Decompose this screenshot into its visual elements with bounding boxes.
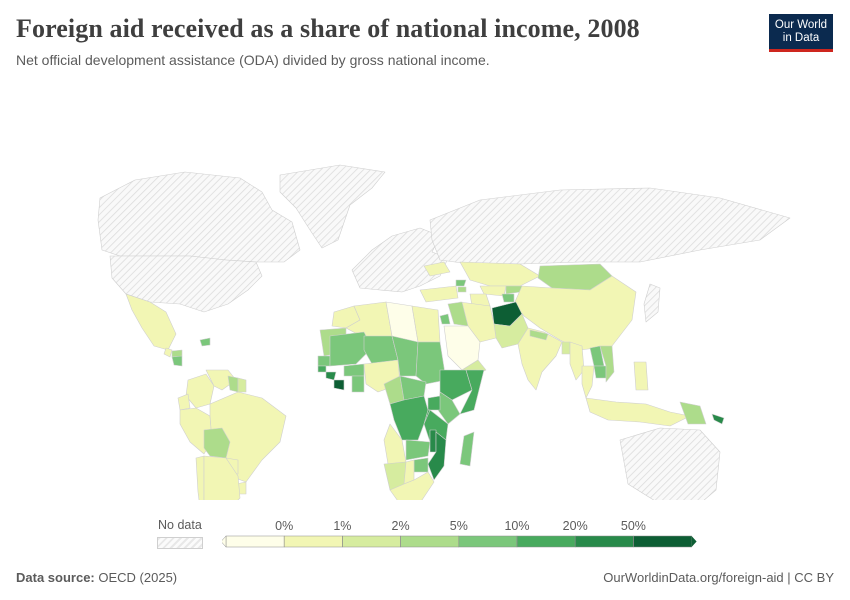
country-philippines[interactable] — [633, 361, 649, 391]
country-malawi[interactable] — [429, 429, 437, 453]
country-sudan[interactable] — [415, 341, 447, 385]
country-guinea-bissau[interactable] — [317, 365, 327, 373]
country-mozambique[interactable] — [427, 431, 447, 481]
country-india[interactable] — [517, 327, 563, 391]
legend-bin-0[interactable] — [225, 535, 285, 548]
color-legend: 0% 1% 2% 5% 10% 20% 50% — [222, 519, 697, 548]
country-canada[interactable] — [97, 171, 301, 263]
legend-bin-1[interactable] — [283, 535, 343, 548]
legend-bin-6[interactable] — [574, 535, 634, 548]
legend-no-data-swatch — [157, 537, 203, 549]
country-mali[interactable] — [329, 331, 373, 367]
country-kazakhstan[interactable] — [459, 261, 541, 287]
legend-bin-7[interactable] — [633, 535, 692, 548]
country-cambodia[interactable] — [593, 365, 607, 379]
country-nicaragua[interactable] — [171, 355, 183, 367]
country-vietnam[interactable] — [599, 345, 615, 383]
legend-tick-label: 2% — [392, 519, 410, 533]
data-source-value: OECD (2025) — [98, 570, 178, 585]
world-map[interactable] — [0, 80, 850, 500]
legend-bin-3[interactable] — [400, 535, 460, 548]
country-senegal[interactable] — [317, 355, 331, 367]
logo-line-2: in Data — [782, 32, 820, 44]
country-bangladesh[interactable] — [561, 341, 571, 355]
country-tajikistan[interactable] — [501, 293, 515, 303]
country-ghana[interactable] — [351, 375, 365, 393]
country-ethiopia[interactable] — [439, 369, 473, 401]
country-guatemala[interactable] — [163, 347, 173, 358]
country-somalia[interactable] — [459, 369, 485, 415]
country-indonesia[interactable] — [585, 397, 691, 427]
legend-tick-label: 0% — [275, 519, 293, 533]
legend-arrow-right — [691, 536, 697, 547]
country-thailand[interactable] — [581, 365, 595, 399]
country-jordan[interactable] — [439, 313, 451, 325]
legend-tick-label: 10% — [504, 519, 529, 533]
data-source-label: Data source: — [16, 570, 95, 585]
country-burkina-faso[interactable] — [343, 363, 365, 377]
country-argentina[interactable] — [203, 455, 241, 500]
country-guyana[interactable] — [227, 375, 239, 393]
url-license-link[interactable]: OurWorldinData.org/foreign-aid | CC BY — [603, 570, 834, 585]
legend-bin-2[interactable] — [342, 535, 401, 548]
country-colombia[interactable] — [185, 373, 215, 409]
legend-tick-label: 20% — [563, 519, 588, 533]
country-myanmar[interactable] — [569, 341, 585, 381]
chart-subtitle: Net official development assistance (ODA… — [16, 52, 490, 68]
country-turkey[interactable] — [419, 285, 459, 303]
country-georgia[interactable] — [455, 279, 467, 287]
country-ukraine[interactable] — [423, 261, 451, 277]
legend-tick-label: 5% — [450, 519, 468, 533]
country-solomon-islands[interactable] — [711, 413, 725, 425]
country-zambia[interactable] — [405, 439, 431, 461]
country-liberia[interactable] — [333, 379, 345, 391]
legend-arrow-left — [222, 535, 227, 548]
country-japan[interactable] — [643, 283, 661, 323]
logo-line-1: Our World — [774, 19, 828, 31]
country-madagascar[interactable] — [459, 431, 475, 467]
country-suriname[interactable] — [237, 377, 247, 393]
country-greenland[interactable] — [279, 164, 386, 249]
country-ecuador[interactable] — [177, 393, 191, 411]
country-uganda[interactable] — [427, 395, 441, 411]
country-australia[interactable] — [619, 427, 721, 500]
legend-tick-label: 50% — [621, 519, 646, 533]
country-chad[interactable] — [391, 335, 419, 377]
legend-bin-5[interactable] — [516, 535, 576, 548]
country-papua-new-guinea[interactable] — [679, 401, 707, 425]
country-nepal[interactable] — [529, 329, 549, 341]
legend-bin-4[interactable] — [458, 535, 518, 548]
country-haiti[interactable] — [199, 337, 211, 347]
country-dr-congo[interactable] — [389, 395, 429, 441]
chart-title: Foreign aid received as a share of natio… — [16, 14, 640, 43]
country-russia[interactable] — [429, 187, 791, 265]
country-zimbabwe[interactable] — [413, 457, 429, 473]
country-armenia[interactable] — [457, 286, 467, 293]
data-source: Data source: OECD (2025) — [16, 570, 177, 585]
country-south-africa[interactable] — [389, 471, 435, 500]
legend-no-data-label: No data — [158, 518, 202, 532]
owid-logo[interactable]: Our World in Data — [769, 14, 833, 52]
legend-tick-label: 1% — [333, 519, 351, 533]
country-sierra-leone[interactable] — [325, 371, 337, 381]
